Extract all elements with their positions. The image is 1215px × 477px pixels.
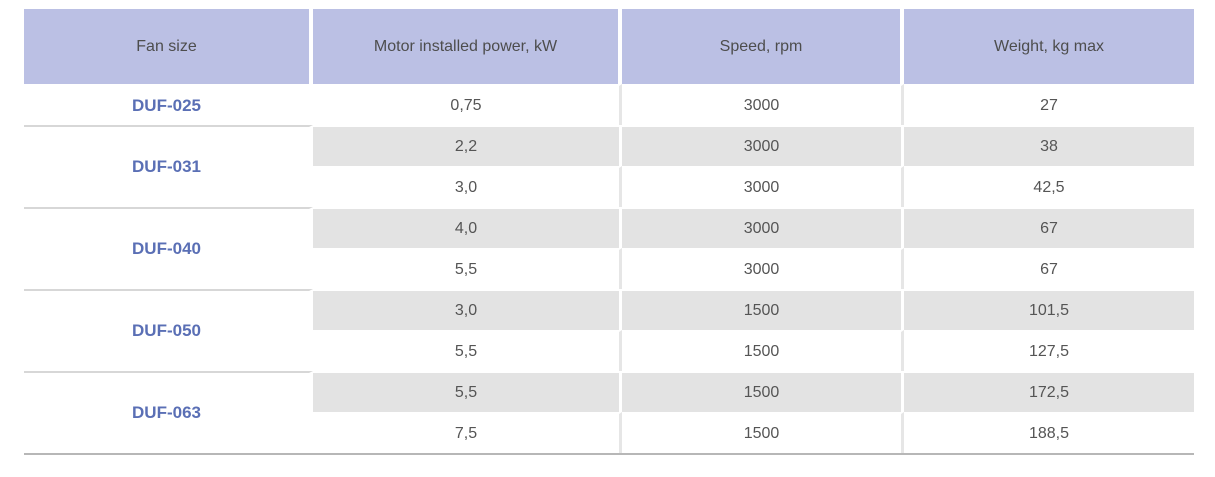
motor-power-cell: 2,2 [313, 125, 622, 166]
weight-cell: 172,5 [904, 371, 1194, 412]
fan-size-cell: DUF-063 [24, 371, 313, 453]
table-row: DUF-025 0,75 3000 27 [24, 84, 1194, 125]
weight-cell: 127,5 [904, 330, 1194, 371]
speed-cell: 3000 [622, 166, 904, 207]
weight-cell: 42,5 [904, 166, 1194, 207]
motor-power-cell: 4,0 [313, 207, 622, 248]
speed-cell: 3000 [622, 248, 904, 289]
speed-cell: 1500 [622, 330, 904, 371]
speed-cell: 3000 [622, 125, 904, 166]
header-speed: Speed, rpm [622, 9, 904, 84]
table-row: DUF-040 4,0 3000 67 [24, 207, 1194, 289]
fan-size-cell: DUF-031 [24, 125, 313, 207]
speed-cell: 3000 [622, 84, 904, 125]
table-row: DUF-031 2,2 3000 38 [24, 125, 1194, 207]
header-motor-power: Motor installed power, kW [313, 9, 622, 84]
header-weight: Weight, kg max [904, 9, 1194, 84]
weight-cell: 67 [904, 207, 1194, 248]
motor-power-cell: 3,0 [313, 166, 622, 207]
motor-power-cell: 5,5 [313, 248, 622, 289]
motor-power-cell: 3,0 [313, 289, 622, 330]
fan-spec-table: Fan size Motor installed power, kW Speed… [24, 9, 1194, 455]
table-row: 5,5 3000 67 [24, 248, 1194, 289]
table-body: DUF-025 0,75 3000 27 DUF-031 2,2 3000 38 3,0 3000… [24, 84, 1194, 453]
table-row: DUF-063 5,5 1500 172,5 [24, 371, 1194, 453]
header-fan-size: Fan size [24, 9, 313, 84]
speed-cell: 1500 [622, 412, 904, 453]
fan-size-cell: DUF-050 [24, 289, 313, 371]
fan-size-cell: DUF-025 [24, 84, 313, 125]
motor-power-cell: 5,5 [313, 371, 622, 412]
weight-cell: 27 [904, 84, 1194, 125]
motor-power-cell: 5,5 [313, 330, 622, 371]
table-row: DUF-050 3,0 1500 101,5 [24, 289, 1194, 371]
motor-power-cell: 0,75 [313, 84, 622, 125]
header-row: Fan size Motor installed power, kW Speed… [24, 9, 1194, 84]
speed-cell: 3000 [622, 207, 904, 248]
weight-cell: 67 [904, 248, 1194, 289]
table-row: 7,5 1500 188,5 [24, 412, 1194, 453]
motor-power-cell: 7,5 [313, 412, 622, 453]
weight-cell: 38 [904, 125, 1194, 166]
weight-cell: 188,5 [904, 412, 1194, 453]
table-row: 5,5 1500 127,5 [24, 330, 1194, 371]
speed-cell: 1500 [622, 289, 904, 330]
table-row: 3,0 3000 42,5 [24, 166, 1194, 207]
speed-cell: 1500 [622, 371, 904, 412]
weight-cell: 101,5 [904, 289, 1194, 330]
fan-size-cell: DUF-040 [24, 207, 313, 289]
